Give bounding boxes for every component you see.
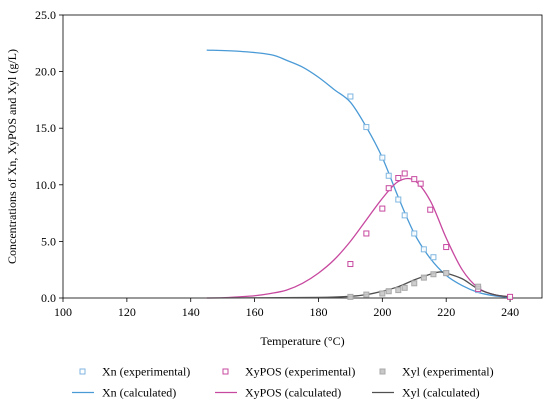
data-point — [443, 270, 450, 277]
data-point — [430, 271, 437, 278]
data-point — [379, 290, 386, 297]
plot-area: 100 120 140 160 180 200 220 240 0.0 5.0 10.0 15.0 20… — [35, 8, 543, 319]
y-tick-label: 0.0 — [41, 291, 56, 305]
data-point — [385, 288, 392, 295]
data-point — [385, 185, 392, 192]
data-point — [411, 280, 418, 287]
data-point — [427, 206, 434, 213]
data-point — [443, 244, 450, 251]
data-point — [401, 170, 408, 177]
y-tick-label: 15.0 — [35, 121, 56, 135]
data-point — [411, 230, 418, 237]
legend-marker — [379, 368, 386, 375]
data-point — [395, 287, 402, 294]
legend-label: XyPOS (experimental) — [245, 365, 355, 379]
legend-label: Xn (experimental) — [102, 365, 190, 379]
data-point — [363, 124, 370, 131]
y-tick-label: 10.0 — [35, 178, 56, 192]
data-point — [430, 254, 437, 261]
data-point — [401, 284, 408, 291]
legend-label: XyPOS (calculated) — [245, 386, 341, 400]
data-point — [411, 176, 418, 183]
legend-label: Xn (calculated) — [102, 386, 176, 400]
x-tick-label: 100 — [54, 305, 72, 319]
x-tick-label: 120 — [118, 305, 136, 319]
data-point — [379, 205, 386, 212]
series-line-5 — [206, 271, 511, 299]
plot-frame — [62, 14, 543, 299]
x-tick-label: 200 — [373, 305, 391, 319]
legend: Xn (experimental) XyPOS (experimental) Xyl… — [72, 365, 494, 400]
data-point — [385, 172, 392, 179]
series-line-3 — [206, 49, 511, 299]
x-axis-title: Temperature (°C) — [260, 334, 344, 348]
data-point — [417, 180, 424, 187]
data-point — [363, 230, 370, 237]
y-tick-label: 5.0 — [41, 234, 56, 248]
x-tick-label: 220 — [437, 305, 455, 319]
y-axis-title: Concentrations of Xn, XyPOS and Xyl (g/L… — [5, 49, 19, 264]
data-point — [395, 196, 402, 203]
data-point — [475, 283, 482, 290]
data-point — [420, 246, 427, 253]
data-point — [507, 293, 514, 300]
series-line-4 — [206, 177, 511, 299]
legend-label: Xyl (calculated) — [402, 386, 480, 400]
y-tick-label: 20.0 — [35, 65, 56, 79]
data-point — [347, 261, 354, 268]
data-point — [401, 212, 408, 219]
x-tick-label: 180 — [309, 305, 327, 319]
legend-marker — [222, 368, 229, 375]
y-tick-label: 25.0 — [35, 8, 56, 22]
x-tick-label: 140 — [182, 305, 200, 319]
data-point — [363, 291, 370, 298]
data-point — [347, 93, 354, 100]
x-tick-label: 240 — [501, 305, 519, 319]
data-point — [347, 293, 354, 300]
legend-marker — [79, 368, 86, 375]
data-point — [420, 274, 427, 281]
x-tick-label: 160 — [246, 305, 264, 319]
data-point — [395, 175, 402, 182]
legend-label: Xyl (experimental) — [402, 365, 494, 379]
data-point — [379, 154, 386, 161]
